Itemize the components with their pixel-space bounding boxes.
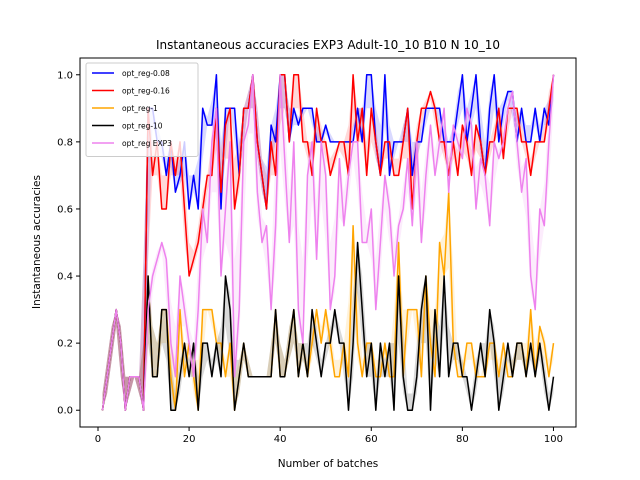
legend-label: opt_reg-1 [122, 104, 158, 113]
series-line [101, 74, 555, 411]
legend-label: opt_reg-0.08 [122, 69, 170, 78]
x-axis-label: Number of batches [278, 458, 379, 470]
plot-frame [79, 57, 577, 428]
legend: opt_reg-0.08 opt_reg-0.16 opt_reg-1 opt_reg… [85, 62, 199, 157]
x-tick-label: 80 [456, 434, 469, 445]
legend-label: opt_reg-10 [122, 122, 163, 131]
y-tick-label: 0.0 [57, 406, 73, 417]
plot-lines [101, 74, 555, 411]
chart-title: Instantaneous accuracies EXP3 Adult-10_1… [156, 38, 500, 52]
x-tick-label: 40 [274, 434, 287, 445]
series-line [101, 74, 555, 411]
y-tick-label: 1.0 [57, 70, 73, 81]
legend-label: opt_reg EXP3 [122, 139, 172, 148]
series-line [101, 74, 555, 411]
y-axis: 0.0 0.2 0.4 0.6 0.8 1.0 [57, 70, 80, 417]
legend-box [85, 62, 199, 157]
y-tick-label: 0.2 [57, 339, 73, 350]
x-tick-label: 100 [544, 434, 563, 445]
x-axis: 0 20 40 60 80 100 [95, 427, 563, 445]
y-tick-label: 0.4 [57, 272, 73, 283]
series-line [101, 191, 555, 411]
y-axis-label: Instantaneous accuracies [31, 175, 43, 309]
x-tick-label: 60 [365, 434, 378, 445]
x-tick-label: 0 [95, 434, 101, 445]
legend-label: opt_reg-0.16 [122, 87, 170, 96]
y-tick-label: 0.6 [57, 204, 73, 215]
series-line [101, 241, 555, 411]
y-tick-label: 0.8 [57, 137, 73, 148]
x-tick-label: 20 [183, 434, 196, 445]
